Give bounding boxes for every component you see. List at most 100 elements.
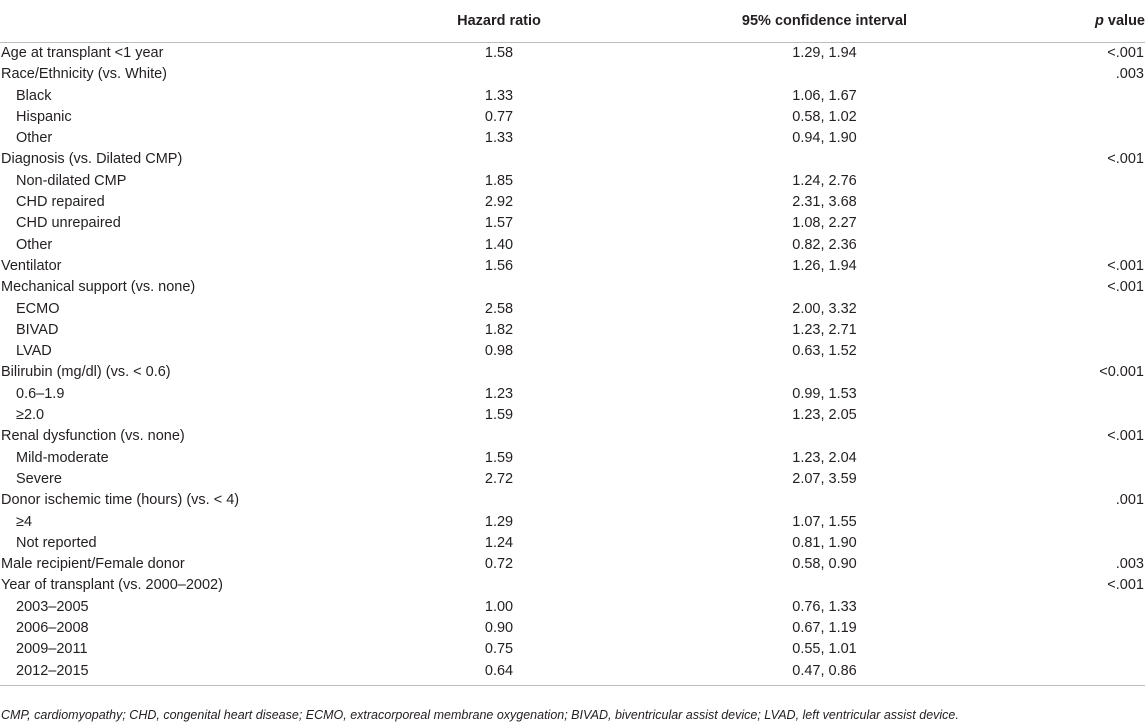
table-row: ≥2.0 1.59 1.23, 2.05 — [0, 405, 1145, 426]
row-label: 2006–2008 — [16, 620, 89, 637]
table-row: Not reported 1.24 0.81, 1.90 — [0, 533, 1145, 554]
row-label: Age at transplant <1 year — [1, 45, 164, 61]
table-row: Other 1.40 0.82, 2.36 — [0, 235, 1145, 256]
header-hazard-ratio: Hazard ratio — [300, 0, 698, 43]
confidence-interval-value — [698, 362, 951, 383]
hazard-ratio-value: 2.58 — [484, 300, 514, 317]
table-header: Hazard ratio 95% confidence interval p v… — [0, 0, 1145, 43]
hazard-ratio-value: 1.57 — [484, 215, 514, 232]
p-value — [951, 597, 1145, 618]
p-value — [951, 660, 1145, 686]
hazard-ratio-value: 1.29 — [484, 513, 514, 530]
row-label: Donor ischemic time (hours) (vs. < 4) — [1, 492, 240, 509]
hazard-ratio-value — [300, 575, 698, 596]
confidence-interval-value — [698, 277, 951, 298]
table-row: ≥4 1.29 1.07, 1.55 — [0, 512, 1145, 533]
row-label: 2012–2015 — [0, 660, 300, 686]
row-label: CHD repaired — [16, 194, 105, 211]
confidence-interval-value: 0.67, 1.19 — [792, 620, 857, 637]
confidence-interval-value: 1.07, 1.55 — [792, 513, 857, 530]
table-row: Male recipient/Female donor 0.72 0.58, 0.9… — [0, 554, 1145, 575]
p-value: .001 — [1115, 492, 1144, 509]
confidence-interval-value: 1.23, 2.05 — [792, 407, 857, 424]
row-label: Renal dysfunction (vs. none) — [1, 428, 185, 445]
row-label: ≥2.0 — [16, 407, 45, 424]
confidence-interval-value — [698, 64, 951, 85]
row-label: Severe — [16, 470, 62, 487]
confidence-interval-value: 1.26, 1.94 — [792, 257, 857, 274]
table-row: ECMO 2.58 2.00, 3.32 — [0, 299, 1145, 320]
hazard-ratio-value: 1.59 — [484, 449, 514, 466]
row-label: ECMO — [16, 300, 60, 317]
row-label: Mild-moderate — [16, 449, 109, 466]
p-value — [951, 299, 1145, 320]
table-row: Non-dilated CMP 1.85 1.24, 2.76 — [0, 171, 1145, 192]
table-row: 2009–2011 0.75 0.55, 1.01 — [0, 639, 1145, 660]
table-row: 0.6–1.9 1.23 0.99, 1.53 — [0, 384, 1145, 405]
table-row: Bilirubin (mg/dl) (vs. < 0.6) <0.001 — [0, 362, 1145, 383]
p-value — [951, 320, 1145, 341]
confidence-interval-value — [698, 575, 951, 596]
p-value — [951, 171, 1145, 192]
row-label: 2009–2011 — [16, 641, 88, 658]
header-p-value: p value — [951, 0, 1145, 43]
table-row: Ventilator 1.56 1.26, 1.94 <.001 — [0, 256, 1145, 277]
row-label: Diagnosis (vs. Dilated CMP) — [1, 151, 183, 168]
p-value: <0.001 — [1099, 364, 1144, 381]
row-label: 2003–2005 — [16, 598, 89, 615]
table-row: 2006–2008 0.90 0.67, 1.19 — [0, 618, 1145, 639]
table-row: Age at transplant <1 year 1.58 1.29, 1.94 <… — [0, 43, 1145, 65]
header-p-rest: value — [1103, 13, 1145, 29]
row-label: CHD unrepaired — [16, 215, 121, 232]
p-value — [951, 533, 1145, 554]
hazard-ratio-value: 2.92 — [484, 194, 514, 211]
row-label: Hispanic — [16, 108, 72, 125]
row-label: 0.6–1.9 — [16, 385, 65, 402]
hazard-ratio-value: 1.33 — [484, 87, 514, 104]
row-label: Black — [16, 87, 52, 104]
p-value: <.001 — [1107, 577, 1144, 594]
header-p-letter: p — [1095, 13, 1104, 29]
confidence-interval-value: 0.58, 1.02 — [792, 108, 857, 125]
header-label — [0, 0, 300, 43]
confidence-interval-value: 2.00, 3.32 — [792, 300, 857, 317]
row-label: Mechanical support (vs. none) — [1, 279, 196, 296]
p-value — [951, 192, 1145, 213]
hazard-ratio-value — [300, 426, 698, 447]
confidence-interval-value: 2.07, 3.59 — [792, 470, 857, 487]
hazard-ratio-value: 1.24 — [484, 534, 514, 551]
hazard-ratio-value: 1.00 — [484, 598, 514, 615]
header-confidence-interval: 95% confidence interval — [698, 0, 951, 43]
p-value — [951, 107, 1145, 128]
row-label: BIVAD — [16, 321, 59, 338]
hazard-ratio-value: 0.98 — [484, 343, 514, 360]
p-value — [951, 512, 1145, 533]
table-row: Mild-moderate 1.59 1.23, 2.04 — [0, 448, 1145, 469]
hazard-ratio-value: 0.72 — [484, 556, 514, 573]
hazard-ratio-value — [300, 64, 698, 85]
hazard-ratio-value: 0.64 — [300, 660, 698, 686]
hazard-ratio-value: 1.33 — [484, 130, 514, 147]
hazard-ratio-value — [300, 362, 698, 383]
confidence-interval-value: 0.81, 1.90 — [792, 534, 857, 551]
hazard-ratio-table: Hazard ratio 95% confidence interval p v… — [0, 0, 1145, 686]
row-label: Ventilator — [1, 257, 62, 274]
table-row: LVAD 0.98 0.63, 1.52 — [0, 341, 1145, 362]
confidence-interval-value: 0.94, 1.90 — [792, 130, 857, 147]
table-row: Mechanical support (vs. none) <.001 — [0, 277, 1145, 298]
hazard-ratio-value — [300, 149, 698, 170]
row-label: Year of transplant (vs. 2000–2002) — [1, 577, 223, 594]
table-row: Black 1.33 1.06, 1.67 — [0, 86, 1145, 107]
confidence-interval-value: 0.47, 0.86 — [698, 660, 951, 686]
confidence-interval-value: 1.23, 2.04 — [792, 449, 857, 466]
hazard-ratio-value: 1.23 — [484, 385, 514, 402]
hazard-ratio-value — [300, 490, 698, 511]
confidence-interval-value — [698, 149, 951, 170]
confidence-interval-value — [698, 426, 951, 447]
confidence-interval-value: 0.58, 0.90 — [792, 556, 857, 573]
confidence-interval-value: 2.31, 3.68 — [792, 194, 857, 211]
p-value — [951, 213, 1145, 234]
table-row: 2003–2005 1.00 0.76, 1.33 — [0, 597, 1145, 618]
p-value: <.001 — [1107, 151, 1144, 168]
row-label: Other — [16, 236, 53, 253]
